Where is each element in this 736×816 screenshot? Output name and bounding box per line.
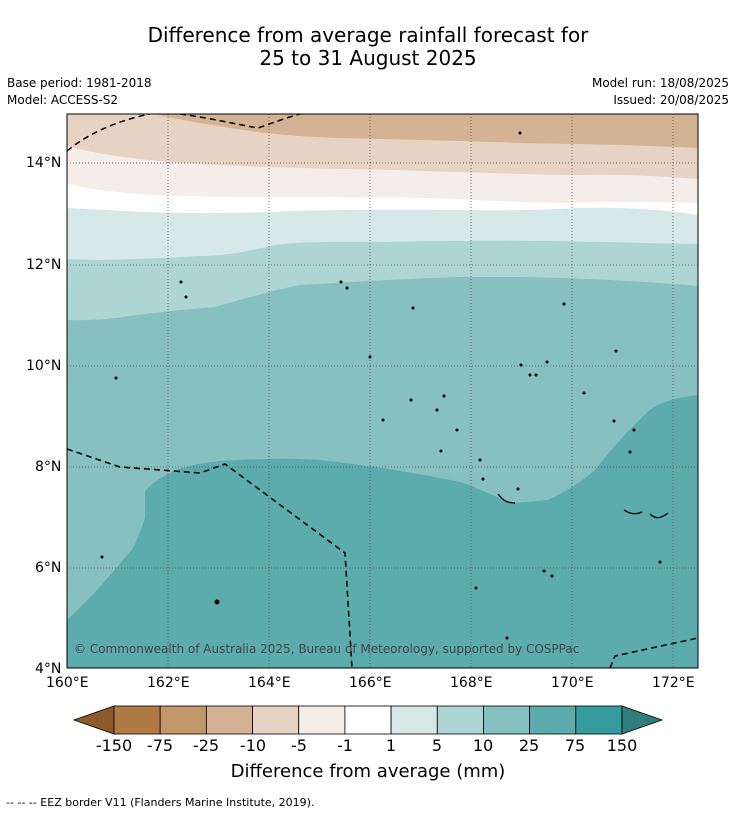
colorbar-tick: 1 [385,736,397,755]
map-title-line2: 25 to 31 August 2025 [259,46,477,70]
islands [100,131,662,640]
colorbar-swatch [436,705,484,735]
colorbar-swatch [575,705,623,735]
colorbar-swatch [529,705,577,735]
lat-tick-8n: 8°N [35,459,62,475]
lon-tick-164e: 164°E [248,675,291,691]
lat-tick-4n: 4°N [35,661,62,677]
issued-date: Issued: 20/08/2025 [613,93,729,107]
colorbar-arrow-high [621,705,664,735]
colorbar-swatch [390,705,438,735]
lat-tick-6n: 6°N [35,560,62,576]
colorbar-tick: 25 [518,736,540,755]
colorbar-tick: -150 [95,736,133,755]
lat-tick-14n: 14°N [26,155,62,171]
colorbar-swatch [113,705,161,735]
graticule [67,114,698,668]
eez-footnote: -- -- -- EEZ border V11 (Flanders Marine… [6,796,315,809]
lon-tick-162e: 162°E [147,675,190,691]
lon-tick-160e: 160°E [46,675,89,691]
colorbar-tick: 150 [606,736,638,755]
colorbar-label: Difference from average (mm) [230,761,506,782]
map-title-line1: Difference from average rainfall forecas… [147,23,589,47]
colorbar-tick: 75 [564,736,586,755]
colorbar-swatch [483,705,531,735]
model-name: Model: ACCESS-S2 [7,93,119,107]
model-run: Model run: 18/08/2025 [591,76,729,90]
colorbar-tick: 5 [431,736,443,755]
colorbar-tick: -10 [239,736,267,755]
colorbar-swatch [298,705,346,735]
lon-tick-172e: 172°E [652,675,695,691]
lat-tick-12n: 12°N [26,257,62,273]
colorbar-arrow-low [72,705,115,735]
colorbar-swatch [205,705,253,735]
colorbar-tick: -75 [146,736,174,755]
eez-borders [67,114,698,668]
colorbar-tick: -25 [192,736,220,755]
colorbar-tick: -5 [291,736,307,755]
lon-tick-166e: 166°E [349,675,392,691]
base-period: Base period: 1981-2018 [7,76,152,90]
lat-tick-10n: 10°N [26,358,62,374]
colorbar-tick: 10 [472,736,494,755]
colorbar-swatch [344,705,392,735]
rainfall-anomaly-contours [67,114,698,668]
colorbar-swatch [159,705,207,735]
lon-tick-168e: 168°E [450,675,493,691]
lon-tick-170e: 170°E [551,675,594,691]
colorbar-tick: -1 [337,736,353,755]
colorbar-swatch [252,705,300,735]
copyright-notice: © Commonwealth of Australia 2025, Bureau… [74,642,579,656]
